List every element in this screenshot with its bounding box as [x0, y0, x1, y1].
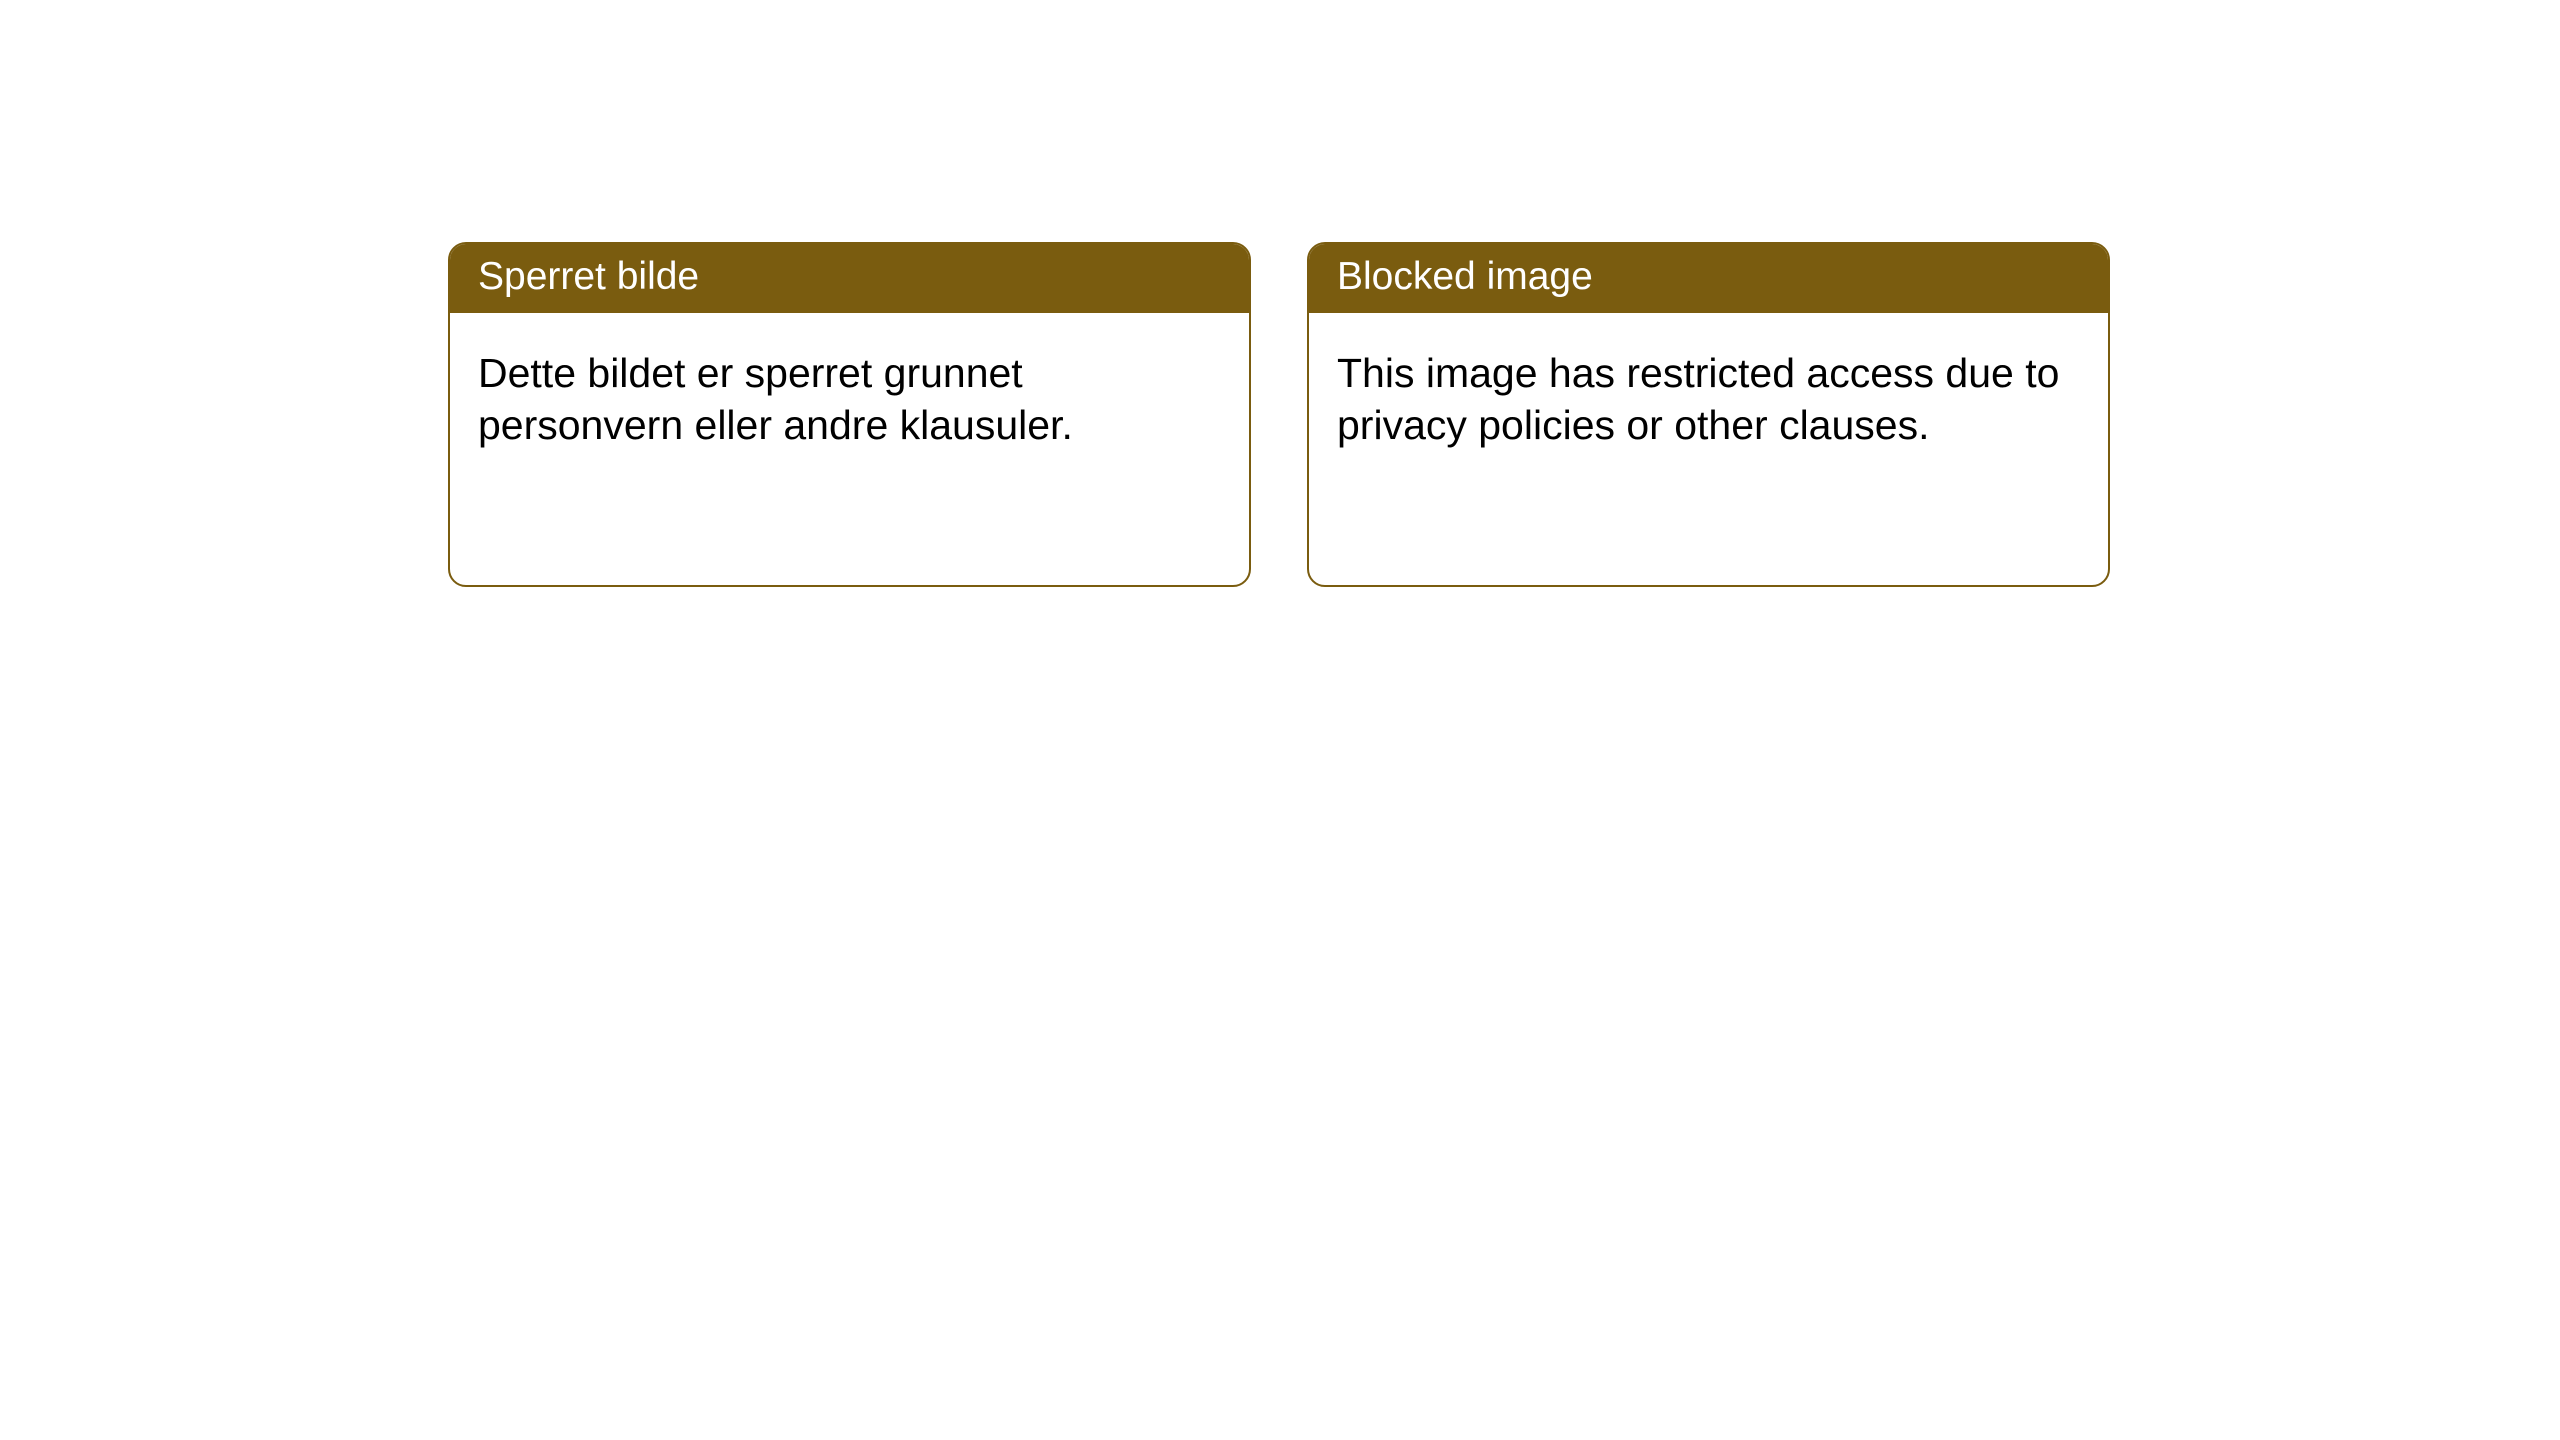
notice-container: Sperret bilde Dette bildet er sperret gr…: [448, 242, 2110, 587]
notice-body-no: Dette bildet er sperret grunnet personve…: [450, 313, 1249, 585]
notice-body-en: This image has restricted access due to …: [1309, 313, 2108, 585]
notice-title-en: Blocked image: [1337, 255, 1593, 298]
notice-card-en: Blocked image This image has restricted …: [1307, 242, 2110, 587]
notice-text-en: This image has restricted access due to …: [1337, 350, 2059, 448]
notice-card-no: Sperret bilde Dette bildet er sperret gr…: [448, 242, 1251, 587]
notice-header-en: Blocked image: [1309, 244, 2108, 313]
notice-title-no: Sperret bilde: [478, 255, 699, 298]
notice-text-no: Dette bildet er sperret grunnet personve…: [478, 350, 1073, 448]
notice-header-no: Sperret bilde: [450, 244, 1249, 313]
